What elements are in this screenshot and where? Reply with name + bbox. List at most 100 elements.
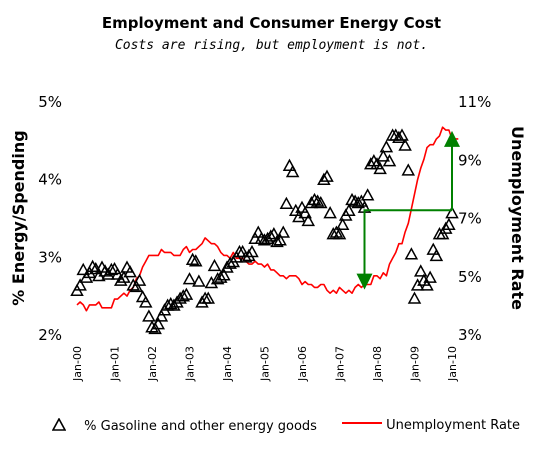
- x-tick-label: Jan-02: [146, 346, 159, 382]
- energy-point: [110, 267, 125, 280]
- energy-point: [445, 206, 459, 219]
- y-right-tick-label: 5%: [458, 268, 482, 286]
- energy-point: [185, 252, 200, 265]
- x-tick-label: Jan-10: [446, 346, 459, 382]
- y-right-tick-label: 7%: [458, 210, 482, 228]
- energy-point: [313, 195, 328, 209]
- energy-point: [301, 213, 316, 227]
- x-tick-label: Jan-05: [259, 346, 272, 382]
- energy-point: [170, 295, 184, 308]
- energy-point: [329, 225, 344, 238]
- annotations: [356, 130, 460, 290]
- energy-point: [179, 287, 194, 300]
- energy-point: [423, 270, 437, 283]
- energy-point: [426, 242, 441, 255]
- energy-point: [76, 262, 91, 276]
- energy-point: [335, 217, 350, 231]
- energy-point: [251, 225, 266, 238]
- energy-point: [276, 225, 291, 238]
- x-tick-labels: Jan-00 Jan-01 Jan-02 Jan-03 Jan-04 Jan-05 Jan-…: [71, 346, 459, 382]
- y-left-tick-label: 2%: [38, 326, 62, 344]
- energy-point: [360, 188, 375, 201]
- energy-point: [379, 140, 394, 153]
- energy-point: [167, 298, 181, 311]
- unemployment-line: [76, 126, 459, 312]
- energy-point: [413, 264, 428, 277]
- energy-point: [323, 206, 337, 219]
- energy-point: [73, 278, 87, 291]
- chart-subtitle: Costs are rising, but employment is not.: [114, 38, 429, 53]
- energy-point: [207, 258, 222, 272]
- energy-point: [404, 247, 419, 260]
- energy-point: [188, 254, 203, 267]
- x-tick-label: Jan-03: [184, 346, 197, 382]
- energy-point: [382, 154, 397, 167]
- energy-point: [257, 233, 272, 246]
- energy-point: [195, 295, 209, 308]
- energy-point: [407, 291, 422, 304]
- energy-point: [395, 128, 409, 141]
- red-line-marker-icon: [342, 422, 382, 424]
- energy-point: [113, 273, 128, 286]
- energy-point: [332, 227, 347, 240]
- energy-point: [342, 203, 356, 217]
- y-left-tick-label: 5%: [38, 93, 62, 111]
- energy-point: [104, 262, 119, 276]
- energy-point: [282, 158, 297, 171]
- energy-point: [373, 161, 387, 175]
- y-right-tick-label: 11%: [458, 93, 491, 111]
- energy-point: [320, 169, 334, 182]
- energy-point: [307, 192, 322, 206]
- energy-point: [138, 295, 153, 308]
- energy-point: [442, 217, 456, 231]
- energy-series: [70, 128, 459, 335]
- energy-point: [201, 291, 216, 304]
- energy-point: [354, 194, 369, 207]
- energy-point: [345, 192, 359, 206]
- energy-point: [142, 309, 156, 322]
- y-right-axis-title: Unemployment Rate: [508, 126, 527, 310]
- x-tick-label: Jan-04: [221, 346, 234, 382]
- x-tick-label: Jan-07: [334, 346, 347, 382]
- energy-point: [210, 272, 225, 285]
- y-left-tick-label: 4%: [38, 171, 62, 189]
- x-tick-label: Jan-09: [409, 346, 422, 382]
- legend-energy: % Gasoline and other energy goods: [51, 417, 317, 434]
- energy-point: [154, 309, 169, 322]
- legend-unemployment: Unemployment Rate: [342, 418, 520, 433]
- energy-point: [398, 138, 412, 151]
- energy-point: [273, 233, 287, 246]
- energy-point: [204, 275, 219, 289]
- energy-point: [392, 130, 406, 144]
- annotation-arrow: [356, 209, 452, 290]
- y-left-tick-label: 3%: [38, 248, 62, 266]
- energy-point: [223, 256, 237, 269]
- energy-point: [429, 248, 444, 262]
- legend-energy-label: % Gasoline and other energy goods: [84, 419, 317, 434]
- y-left-tick-labels: 2% 3% 4% 5%: [38, 93, 62, 344]
- energy-point: [438, 221, 453, 234]
- energy-point: [263, 229, 278, 242]
- energy-point: [182, 272, 197, 285]
- y-right-tick-label: 3%: [458, 326, 482, 344]
- x-tick-label: Jan-06: [296, 346, 309, 382]
- energy-point: [298, 206, 312, 219]
- energy-point: [310, 194, 325, 207]
- energy-point: [213, 270, 228, 283]
- energy-point: [135, 289, 150, 303]
- energy-point: [132, 273, 147, 286]
- energy-point: [82, 265, 97, 279]
- energy-point: [292, 209, 306, 223]
- x-tick-label: Jan-00: [71, 346, 84, 382]
- energy-point: [245, 244, 259, 258]
- energy-point: [270, 234, 284, 248]
- energy-point: [85, 259, 100, 272]
- triangle-marker-icon: [51, 417, 67, 431]
- energy-point: [376, 149, 391, 162]
- energy-point: [151, 317, 166, 330]
- energy-point: [176, 289, 191, 302]
- energy-point: [351, 195, 366, 209]
- energy-point: [217, 268, 231, 281]
- energy-point: [420, 278, 434, 291]
